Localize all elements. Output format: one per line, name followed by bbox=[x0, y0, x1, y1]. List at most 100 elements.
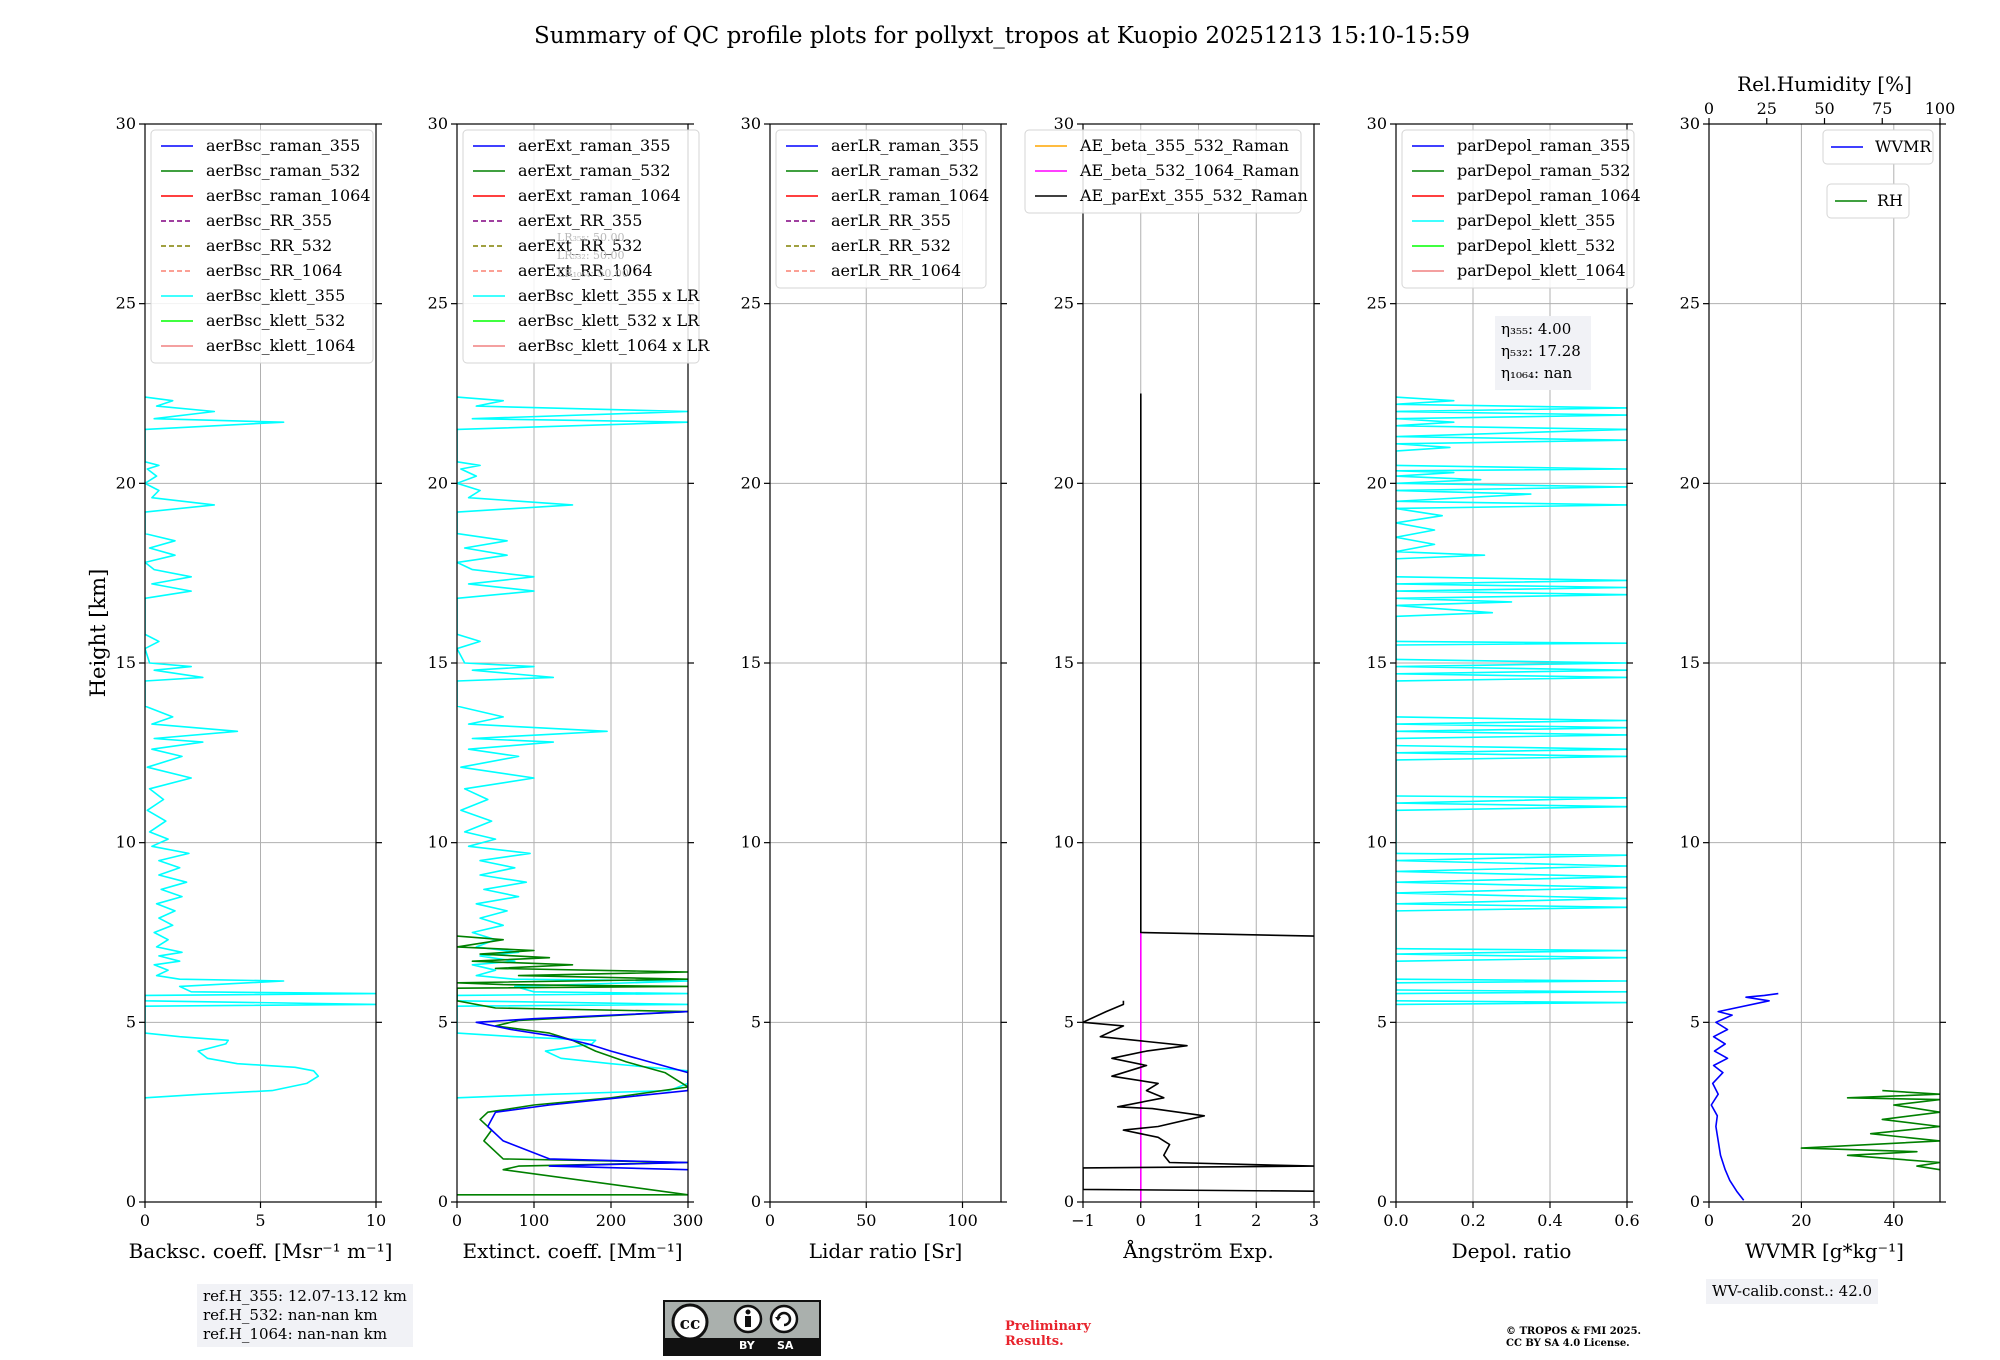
legend-frame bbox=[1822, 129, 1934, 165]
legend-label: aerExt_raman_1064 bbox=[518, 186, 681, 205]
x-tick-label: 0 bbox=[452, 1211, 462, 1230]
cc-license-icon: cc bbox=[671, 1303, 799, 1340]
x-axis-label: Depol. ratio bbox=[1452, 1239, 1572, 1263]
cc-license-labels: BY SA bbox=[665, 1338, 819, 1354]
x-tick-label: 10 bbox=[366, 1211, 386, 1230]
y-tick-label: 5 bbox=[126, 1012, 136, 1031]
figure-title: Summary of QC profile plots for pollyxt_… bbox=[534, 23, 1470, 49]
top-x-tick-label: 25 bbox=[1757, 99, 1777, 118]
y-tick-label: 20 bbox=[428, 473, 448, 492]
annotation-box: η₃₅₅: 4.00 η₅₃₂: 17.28 η₁₀₆₄: nan bbox=[1495, 316, 1591, 390]
top-x-tick-label: 50 bbox=[1814, 99, 1834, 118]
copyright-line-1: © TROPOS & FMI 2025. bbox=[1506, 1326, 1642, 1337]
legend-label: aerBsc_RR_532 bbox=[206, 236, 332, 255]
annotation-line: LR₅₃₂: 50.00 bbox=[557, 249, 625, 262]
y-tick-label: 20 bbox=[1054, 473, 1074, 492]
legend-label: aerLR_RR_532 bbox=[831, 236, 951, 255]
series-line-wvmr bbox=[1710, 992, 1779, 1201]
ref-height-355: ref.H_355: 12.07-13.12 km bbox=[203, 1287, 407, 1305]
y-tick-label: 0 bbox=[438, 1192, 448, 1211]
legend-wvmr: WVMR bbox=[1822, 129, 1934, 165]
y-tick-label: 5 bbox=[438, 1012, 448, 1031]
legend-label: aerLR_raman_355 bbox=[831, 136, 979, 155]
series-line-ae-parext-355-532-raman bbox=[1083, 1000, 1314, 1192]
legend-label: parDepol_klett_355 bbox=[1457, 211, 1615, 230]
legend-label: aerExt_raman_355 bbox=[518, 136, 671, 155]
legend-label: AE_beta_355_532_Raman bbox=[1079, 136, 1289, 155]
legend-label: aerBsc_klett_1064 bbox=[206, 336, 355, 355]
legend-label: aerBsc_klett_1064 x LR bbox=[518, 336, 710, 355]
y-tick-label: 20 bbox=[741, 473, 761, 492]
y-tick-label: 0 bbox=[751, 1192, 761, 1211]
x-axis-label: Lidar ratio [Sr] bbox=[809, 1239, 963, 1263]
legend-label: aerExt_RR_355 bbox=[518, 211, 642, 230]
series-line-aerbsc-klett-355 bbox=[145, 396, 376, 1099]
legend-frame bbox=[150, 129, 374, 364]
legend-label: aerBsc_RR_1064 bbox=[206, 261, 342, 280]
y-tick-label: 30 bbox=[116, 114, 136, 133]
panel-lidar_ratio: 0 5 10 15 20 25 30 0 50 100 Lidar ratio [Sr] aerLR_… bbox=[741, 114, 1007, 1263]
y-tick-label: 25 bbox=[116, 294, 136, 313]
y-tick-label: 10 bbox=[741, 833, 761, 852]
y-tick-label: 20 bbox=[116, 473, 136, 492]
x-tick-label: 0.2 bbox=[1460, 1211, 1485, 1230]
legend-frame bbox=[775, 129, 987, 289]
legend-label: aerBsc_klett_355 bbox=[206, 286, 345, 305]
y-tick-label: 5 bbox=[1377, 1012, 1387, 1031]
series-group bbox=[145, 396, 376, 1099]
y-tick-label: 25 bbox=[1054, 294, 1074, 313]
series-line-aerext-raman-355 bbox=[475, 1010, 688, 1171]
legend: aerLR_raman_355 aerLR_raman_532 aerLR_rama… bbox=[775, 129, 989, 289]
y-tick-label: 10 bbox=[428, 833, 448, 852]
series-line-rh bbox=[1800, 1089, 1940, 1171]
x-tick-label: 0 bbox=[1704, 1211, 1714, 1230]
copyright-note: © TROPOS & FMI 2025. CC BY SA 4.0 Licens… bbox=[1506, 1326, 1641, 1350]
y-tick-label: 30 bbox=[1680, 114, 1700, 133]
cc-license-badge: cc BY SA bbox=[663, 1300, 821, 1356]
legend-label: aerExt_raman_532 bbox=[518, 161, 671, 180]
ref-height-1064: ref.H_1064: nan-nan km bbox=[203, 1325, 388, 1343]
legend-label: WVMR bbox=[1875, 137, 1932, 156]
annotation-line: η₅₃₂: 17.28 bbox=[1501, 342, 1581, 360]
legend-label: parDepol_raman_1064 bbox=[1457, 186, 1641, 205]
annotation-box: LR₃₅₅: 50.00 LR₅₃₂: 50.00 LR₁₀₆₄: 50.00 bbox=[557, 231, 629, 280]
y-tick-label: 5 bbox=[751, 1012, 761, 1031]
y-tick-label: 25 bbox=[1367, 294, 1387, 313]
y-tick-label: 10 bbox=[1680, 833, 1700, 852]
legend-label: aerBsc_klett_355 x LR bbox=[518, 286, 700, 305]
y-tick-label: 15 bbox=[1680, 653, 1700, 672]
legend-label: aerExt_RR_532 bbox=[518, 236, 642, 255]
top-x-tick-label: 100 bbox=[1925, 99, 1956, 118]
top-x-tick-label: 75 bbox=[1872, 99, 1892, 118]
y-tick-label: 25 bbox=[428, 294, 448, 313]
legend: parDepol_raman_355 parDepol_raman_532 parD… bbox=[1401, 129, 1641, 289]
y-tick-label: 15 bbox=[116, 653, 136, 672]
y-tick-label: 10 bbox=[1054, 833, 1074, 852]
legend-label: parDepol_klett_532 bbox=[1457, 236, 1615, 255]
x-tick-label: 3 bbox=[1309, 1211, 1319, 1230]
series-group bbox=[457, 396, 688, 1196]
y-tick-label: 30 bbox=[1054, 114, 1074, 133]
y-tick-label: 30 bbox=[1367, 114, 1387, 133]
y-tick-label: 15 bbox=[1054, 653, 1074, 672]
series-line-aerext-raman-532 bbox=[457, 935, 688, 1196]
cc-by-label: BY bbox=[739, 1339, 755, 1352]
legend: AE_beta_355_532_Raman AE_beta_532_1064_Ra… bbox=[1024, 129, 1308, 214]
legend-label: aerBsc_raman_355 bbox=[206, 136, 360, 155]
x-tick-label: −1 bbox=[1071, 1211, 1095, 1230]
legend-frame bbox=[462, 129, 700, 364]
y-tick-label: 30 bbox=[741, 114, 761, 133]
series-group bbox=[1083, 393, 1314, 1202]
legend-label: parDepol_klett_1064 bbox=[1457, 261, 1626, 280]
x-axis-label: Ångström Exp. bbox=[1122, 1238, 1273, 1263]
x-tick-label: 2 bbox=[1251, 1211, 1261, 1230]
preliminary-results-note: Preliminary Results. bbox=[1005, 1319, 1091, 1349]
x-tick-label: 0.0 bbox=[1383, 1211, 1408, 1230]
series-group bbox=[1396, 396, 1627, 1006]
legend-frame bbox=[1401, 129, 1635, 289]
legend-label: aerBsc_RR_355 bbox=[206, 211, 332, 230]
ref-height-532: ref.H_532: nan-nan km bbox=[203, 1306, 378, 1324]
x-tick-label: 100 bbox=[519, 1211, 550, 1230]
